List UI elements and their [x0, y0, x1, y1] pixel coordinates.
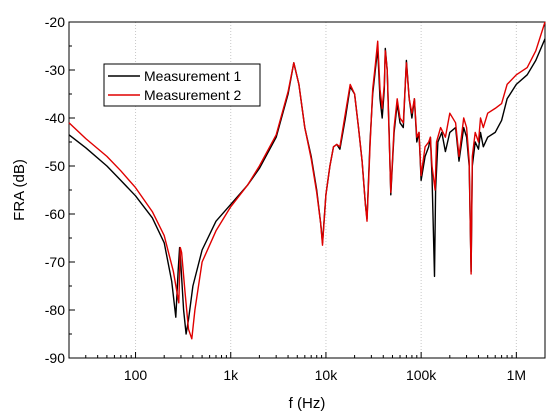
- x-minor-ticks: [68, 355, 546, 358]
- y-axis-title: FRA (dB): [11, 159, 28, 221]
- x-tick-label: 1k: [223, 367, 239, 383]
- legend-label-measurement-2: Measurement 2: [144, 87, 241, 103]
- y-axis: -20 -30 -40 -50 -60 -70 -80 -90: [45, 14, 75, 366]
- x-axis-title: f (Hz): [289, 395, 326, 412]
- y-tick-label: -30: [45, 62, 65, 78]
- legend-box: [103, 63, 261, 107]
- series-line-1: [68, 38, 546, 335]
- y-tick-label: -70: [45, 254, 65, 270]
- y-tick-label: -80: [45, 302, 65, 318]
- y-tick-label: -20: [45, 14, 65, 30]
- x-tick-label: 1M: [507, 367, 526, 383]
- x-tick-label: 100: [124, 367, 148, 383]
- legend: Measurement 1 Measurement 2: [103, 63, 261, 107]
- y-tick-label: -50: [45, 158, 65, 174]
- y-tick-label: -60: [45, 206, 65, 222]
- legend-label-measurement-1: Measurement 1: [144, 68, 241, 84]
- series-layer: [68, 21, 546, 340]
- y-tick-label: -90: [45, 350, 65, 366]
- y-tick-label: -40: [45, 110, 65, 126]
- x-axis: 100 1k 10k 100k 1M: [124, 352, 526, 383]
- series-line-2: [68, 21, 546, 340]
- x-tick-label: 100k: [406, 367, 437, 383]
- x-tick-label: 10k: [315, 367, 339, 383]
